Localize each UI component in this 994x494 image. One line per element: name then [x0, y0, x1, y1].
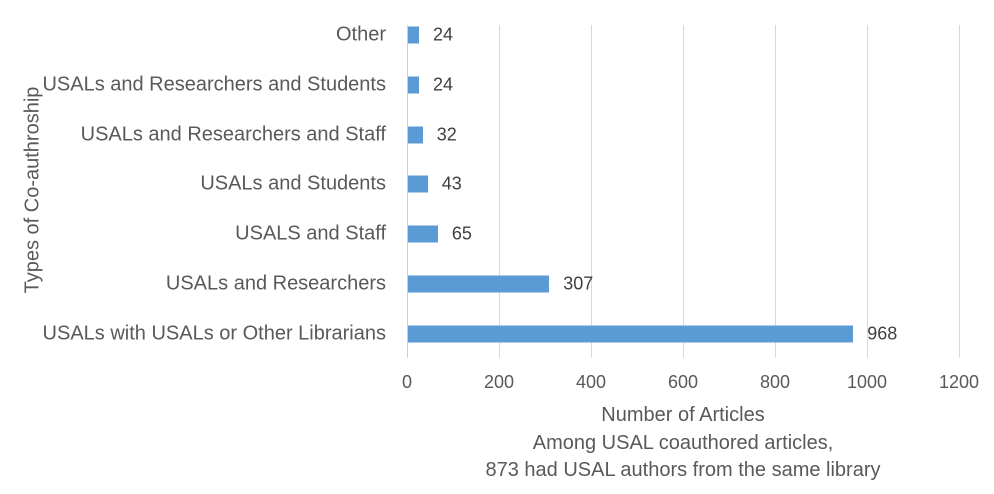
- x-tick-label: 600: [667, 372, 699, 392]
- bar-value-label: 65: [451, 223, 472, 244]
- gridline: [683, 25, 684, 358]
- bar-value-label: 24: [433, 74, 454, 95]
- y-axis-title: Types of Co-authroship: [21, 86, 44, 294]
- gridline: [591, 25, 592, 358]
- bar: [408, 76, 420, 94]
- bar: [408, 175, 428, 193]
- y-axis-line: [407, 25, 408, 358]
- category-label: USALs and Researchers: [165, 272, 386, 295]
- bar: [408, 26, 420, 44]
- category-label: Other: [335, 23, 386, 46]
- bar: [408, 225, 438, 243]
- x-tick-label: 400: [575, 372, 607, 392]
- category-label: USALs and Researchers and Students: [42, 73, 386, 96]
- bar-value-label: 43: [441, 173, 462, 194]
- category-label: USALs and Students: [200, 172, 386, 195]
- bar-value-label: 24: [433, 24, 454, 45]
- x-axis-title: Number of Articles: [601, 404, 765, 426]
- gridline: [775, 25, 776, 358]
- x-tick-label: 200: [483, 372, 515, 392]
- x-tick-label: 800: [759, 372, 791, 392]
- x-tick-label: 1200: [938, 372, 980, 392]
- x-axis-note-line-1: Among USAL coauthored articles,: [532, 432, 834, 454]
- x-axis-note-line-2: 873 had USAL authors from the same libra…: [485, 459, 881, 481]
- bar: [408, 126, 423, 144]
- bar-value-label: 32: [436, 124, 457, 145]
- gridline: [959, 25, 960, 358]
- gridline: [867, 25, 868, 358]
- bar: [408, 275, 550, 293]
- x-tick-label: 1000: [846, 372, 888, 392]
- bar-value-label: 307: [563, 273, 594, 294]
- category-label: USALs and Researchers and Staff: [80, 123, 386, 146]
- gridline: [499, 25, 500, 358]
- bar-value-label: 968: [867, 323, 898, 344]
- bar: [408, 325, 854, 343]
- category-label: USALs with USALs or Other Librarians: [42, 322, 386, 345]
- x-tick-label: 0: [401, 372, 413, 392]
- category-label: USALS and Staff: [235, 222, 386, 245]
